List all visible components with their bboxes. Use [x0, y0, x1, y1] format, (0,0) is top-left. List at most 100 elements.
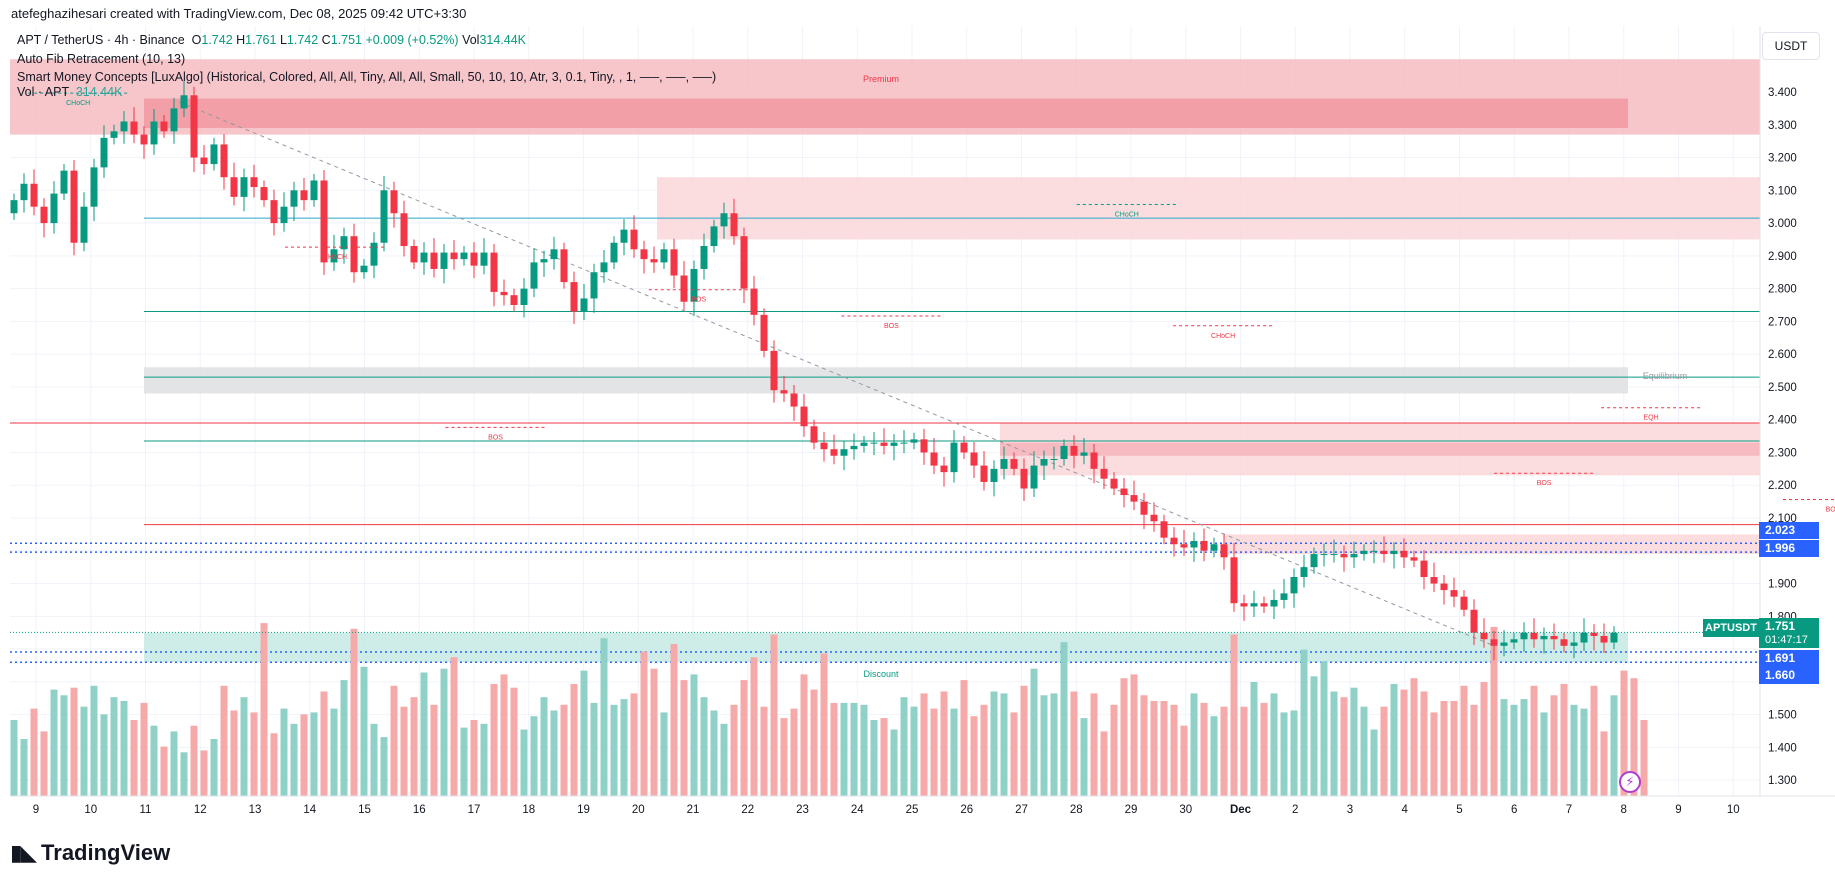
candle-body: [1530, 632, 1538, 640]
brand-logo[interactable]: ▮◣ TradingView: [10, 840, 170, 866]
candle-body: [770, 350, 778, 391]
volume-bar: [1470, 704, 1478, 796]
volume-bar: [400, 706, 408, 796]
volume-bar: [1300, 649, 1308, 796]
volume-bar: [1400, 689, 1408, 796]
volume-bar: [820, 653, 828, 796]
volume-bar: [1500, 699, 1508, 796]
volume-bar: [810, 689, 818, 796]
volume-bar: [620, 699, 628, 796]
candle-body: [1070, 445, 1078, 456]
volume-bar: [1510, 704, 1518, 796]
volume-bar: [260, 623, 268, 796]
candle-body: [160, 121, 168, 132]
volume-bar: [880, 718, 888, 796]
candle-body: [440, 252, 448, 269]
time-tick-label: 28: [1070, 804, 1083, 816]
legend-symbol[interactable]: APT / TetherUS · 4h · Binance: [17, 33, 185, 47]
candle-body: [720, 213, 728, 227]
price-tick-label: 2.900: [1768, 251, 1797, 263]
candle-body: [170, 108, 178, 132]
time-tick-label: 10: [1727, 804, 1740, 816]
volume-bar: [280, 708, 288, 796]
candle-body: [20, 183, 28, 201]
volume-bar: [130, 720, 138, 796]
volume-bar: [1180, 725, 1188, 796]
volume-bar: [1320, 661, 1328, 796]
volume-bar: [510, 687, 518, 796]
volume-bar: [360, 666, 368, 796]
level-tag-1660: 1.660: [1759, 667, 1819, 684]
candle-body: [320, 180, 328, 263]
lightning-icon[interactable]: ⚡: [1619, 771, 1641, 793]
time-tick-label: 9: [1675, 804, 1681, 816]
volume-bar: [850, 702, 858, 796]
volume-bar: [210, 739, 218, 796]
candle-body: [1100, 468, 1108, 479]
legend-indicator-fib[interactable]: Auto Fib Retracement (10, 13): [17, 52, 186, 66]
candle-body: [1230, 557, 1238, 604]
candle-body: [1420, 560, 1428, 577]
volume-bar: [520, 729, 528, 796]
time-tick-label: 24: [851, 804, 864, 816]
legend-volume-value: 314.44K: [75, 85, 123, 99]
candle-body: [90, 167, 98, 207]
candle-body: [670, 249, 678, 276]
volume-bar: [630, 693, 638, 796]
time-tick-label: 21: [687, 804, 700, 816]
candle-body: [740, 236, 748, 289]
candle-body: [960, 442, 968, 453]
last-price-tag: 1.751: [1759, 618, 1819, 633]
candle-body: [1300, 567, 1308, 577]
level-tag-1996: 1.996: [1759, 540, 1819, 557]
volume-bar: [1560, 683, 1568, 796]
candle-body: [200, 157, 208, 165]
volume-bar: [40, 731, 48, 796]
candle-body: [1270, 599, 1278, 607]
candle-body: [410, 246, 418, 263]
volume-bar: [1260, 702, 1268, 796]
equilibrium-label: Equilibrium: [1643, 371, 1688, 381]
volume-bar: [430, 704, 438, 796]
candle-body: [1590, 632, 1598, 636]
price-tick-label: 3.400: [1768, 87, 1797, 99]
candle-body: [1180, 544, 1188, 548]
volume-bar: [1340, 697, 1348, 796]
volume-bar: [990, 691, 998, 796]
candle-body: [460, 252, 468, 260]
time-tick-label: 14: [303, 804, 316, 816]
candle-body: [1610, 632, 1618, 643]
volume-bar: [1080, 718, 1088, 796]
currency-selector[interactable]: USDT: [1762, 32, 1820, 60]
candle-body: [1050, 459, 1058, 461]
candle-body: [470, 252, 478, 266]
volume-bar: [1600, 731, 1608, 796]
volume-bar: [120, 701, 128, 796]
volume-bar: [330, 708, 338, 796]
volume-bar: [710, 710, 718, 796]
candle-body: [1580, 632, 1588, 643]
volume-bar: [1460, 685, 1468, 796]
candle-body: [1060, 445, 1068, 460]
volume-bar: [1170, 704, 1178, 796]
candle-body: [1490, 639, 1498, 646]
candle-body: [610, 242, 618, 263]
volume-bar: [1420, 691, 1428, 796]
volume-bar: [1140, 695, 1148, 796]
volume-bar: [190, 725, 198, 796]
candle-body: [1150, 514, 1158, 522]
candle-body: [1370, 550, 1378, 552]
candle-body: [1450, 590, 1458, 597]
structure-label: CHoCH: [1211, 333, 1235, 340]
time-tick-label: 11: [140, 804, 152, 816]
volume-bar: [690, 674, 698, 796]
volume-bar: [50, 689, 58, 796]
volume-bar: [540, 697, 548, 796]
zone-supply-3: [1224, 534, 1760, 555]
legend-indicator-smc[interactable]: Smart Money Concepts [LuxAlgo] (Historic…: [17, 70, 717, 84]
candle-body: [1220, 544, 1228, 558]
volume-bar: [1380, 706, 1388, 796]
legend-volume[interactable]: Vol · APT 314.44K: [17, 85, 122, 99]
volume-bar: [680, 680, 688, 796]
